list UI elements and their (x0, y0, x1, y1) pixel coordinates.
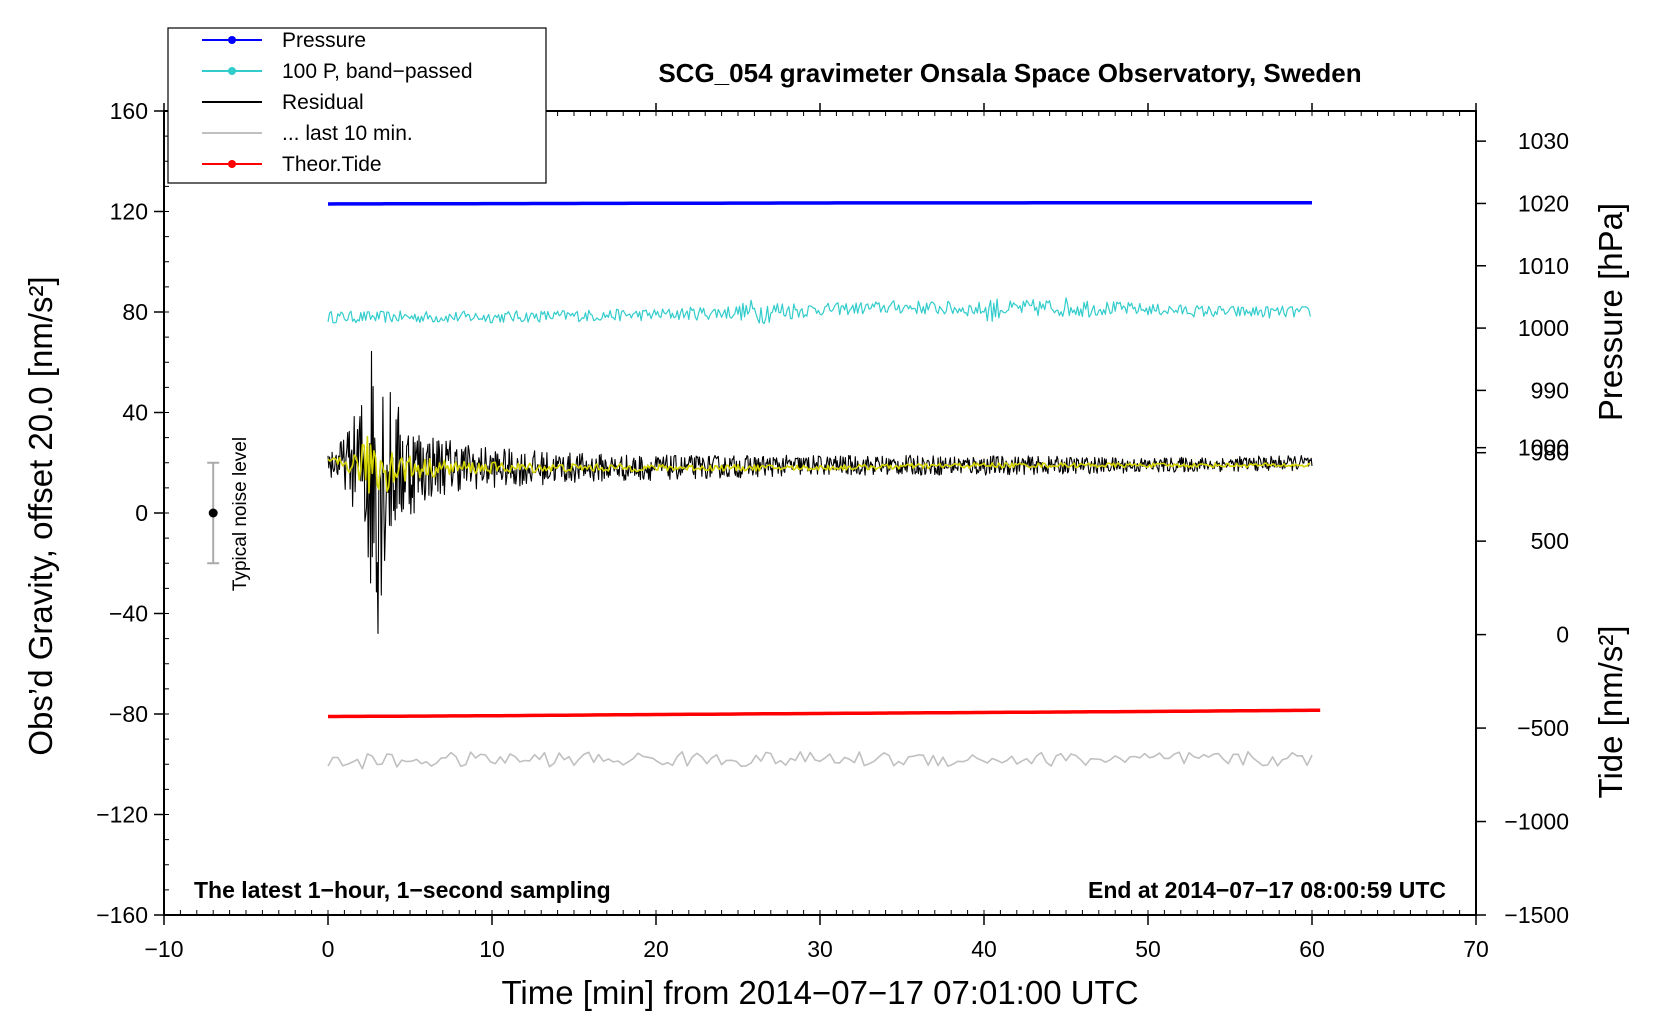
y-axis-left: −160 −120 −80 −40 0 40 80 120 160 (96, 98, 164, 928)
tide-tick-label: 1000 (1518, 435, 1569, 461)
legend: Pressure 100 P, band−passed Residual ... la… (202, 29, 473, 176)
x-tick-label: 50 (1135, 936, 1161, 962)
pressure-tick-label: 990 (1531, 377, 1569, 403)
legend-label: Pressure (282, 29, 366, 52)
y-tick-label: −120 (96, 802, 148, 828)
x-tick-label: 30 (807, 936, 833, 962)
x-tick-label: 70 (1463, 936, 1489, 962)
legend-marker (228, 160, 236, 168)
tide-tick-label: −1000 (1504, 809, 1569, 835)
tide-tick-label: −1500 (1504, 902, 1569, 928)
legend-label: 100 P, band−passed (282, 60, 473, 83)
series-tide-line (328, 708, 1321, 719)
y-axis-tide: −1500 −1000 −500 0 500 1000 (1476, 435, 1569, 928)
x-tick-label: 0 (322, 936, 335, 962)
legend-marker (228, 36, 236, 44)
y-tick-label: 0 (135, 500, 148, 526)
y-tick-label: 80 (122, 299, 148, 325)
sampling-annotation: The latest 1−hour, 1−second sampling (194, 877, 611, 903)
tide-tick-label: 0 (1556, 622, 1569, 648)
pressure-tick-label: 1030 (1518, 128, 1569, 154)
pressure-tick-label: 980 (1531, 440, 1569, 466)
noise-bar (207, 461, 220, 565)
minor-ticks (163, 110, 1477, 916)
legend-box (167, 27, 547, 184)
tide-tick-label: −500 (1517, 715, 1569, 741)
x-tick-label: −10 (144, 936, 183, 962)
noise-level-label: Typical noise level (230, 437, 251, 591)
y-tick-label: 120 (110, 199, 148, 225)
end-time-annotation: End at 2014−07−17 08:00:59 UTC (1088, 877, 1446, 903)
noise-bar-center-dot (208, 508, 218, 518)
series-pressure-line (327, 200, 1312, 206)
pressure-tick-label: 1010 (1518, 253, 1569, 279)
plot-frame (163, 110, 1477, 916)
y-tick-label: −40 (109, 601, 148, 627)
y-axis-pressure-title: Pressure [hPa] (1592, 203, 1629, 421)
series-last10min-line (327, 750, 1313, 770)
series-layer (327, 200, 1321, 770)
pressure-tick-label: 1020 (1518, 190, 1569, 216)
x-tick-label: 60 (1299, 936, 1325, 962)
y-tick-label: 160 (110, 98, 148, 124)
pressure-tick-label: 1000 (1518, 315, 1569, 341)
legend-label: Residual (282, 91, 364, 114)
x-tick-label: 40 (971, 936, 997, 962)
y-tick-label: −160 (96, 902, 148, 928)
x-axis: −10 0 10 20 30 40 50 60 70 (144, 103, 1489, 962)
x-tick-label: 20 (643, 936, 669, 962)
x-tick-label: 10 (479, 936, 505, 962)
y-axis-left-title: Obs’d Gravity, offset 20.0 [nm/s²] (22, 276, 59, 755)
series-residual-line (327, 350, 1313, 635)
legend-label: Theor.Tide (282, 153, 382, 176)
tide-tick-label: 500 (1531, 528, 1569, 554)
y-axis-pressure: 980 990 1000 1010 1020 1030 (1476, 128, 1569, 466)
x-axis-title: Time [min] from 2014−07−17 07:01:00 UTC (501, 974, 1138, 1011)
series-residual-smoothed-line (327, 435, 1311, 494)
y-axis-tide-title: Tide [nm/s²] (1592, 626, 1629, 799)
y-tick-label: −80 (109, 701, 148, 727)
legend-label: ... last 10 min. (282, 122, 413, 145)
y-tick-label: 40 (122, 400, 148, 426)
legend-marker (228, 67, 236, 75)
series-bandpassed-line (327, 297, 1311, 325)
chart-title: SCG_054 gravimeter Onsala Space Observat… (658, 58, 1361, 88)
